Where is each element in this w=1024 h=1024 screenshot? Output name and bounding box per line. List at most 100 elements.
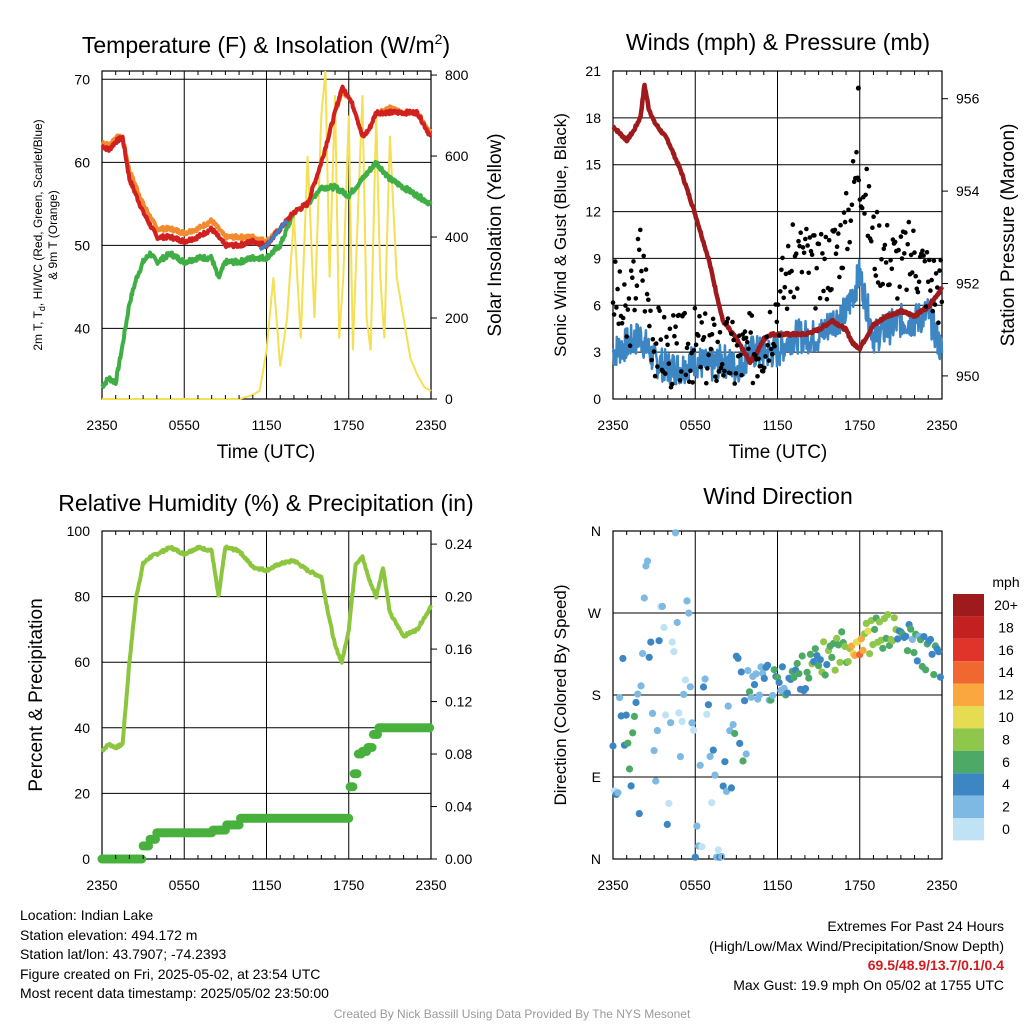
x-tick-label: 2350 (597, 877, 628, 893)
direction-point (711, 771, 719, 779)
y-tick-label: 0 (593, 391, 601, 407)
gust-point (780, 255, 785, 261)
gust-point (648, 308, 653, 314)
gust-point (733, 371, 739, 376)
gust-point (715, 339, 720, 345)
gust-point (856, 177, 862, 183)
gust-point (634, 283, 640, 289)
gust-point (731, 337, 736, 343)
gust-point (640, 278, 645, 283)
y-right-tick-label: 956 (956, 91, 980, 107)
gust-point (631, 259, 636, 264)
series-dewpoint (100, 160, 433, 389)
gust-point (911, 228, 916, 234)
gust-point (823, 234, 829, 240)
extremes-info: Extremes For Past 24 Hours (High/Low/Max… (709, 917, 1004, 995)
gust-point (758, 363, 764, 369)
y-right-tick-label: 800 (445, 67, 469, 83)
gust-point (788, 289, 793, 295)
gust-point (658, 337, 664, 342)
y-right-tick-label: 0.04 (445, 799, 472, 815)
y-tick-label: S (592, 687, 601, 703)
direction-point (810, 658, 818, 666)
direction-point (629, 729, 637, 737)
direction-point (680, 690, 688, 699)
direction-point (910, 649, 918, 657)
gust-point (615, 286, 620, 292)
temp-title: Temperature (F) & Insolation (W/m2) (82, 31, 450, 58)
direction-point (769, 691, 777, 700)
gust-point (834, 244, 840, 249)
direction-point (823, 661, 831, 669)
gust-point (843, 190, 849, 196)
gust-point (881, 246, 887, 252)
direction-point (634, 690, 642, 698)
gust-point (613, 259, 618, 264)
y-tick-label: 18 (585, 110, 601, 126)
direction-point (639, 649, 647, 658)
gust-point (664, 334, 669, 340)
direction-point (922, 666, 930, 674)
y-tick-label: 3 (593, 344, 601, 360)
y-tick-label: 40 (74, 320, 90, 336)
direction-point (752, 670, 760, 678)
gust-point (912, 250, 917, 255)
gust-point (725, 316, 731, 321)
colorbar-label: 20+ (994, 597, 1018, 613)
gust-point (749, 313, 755, 318)
y-right-tick-label: 952 (956, 276, 980, 292)
gust-point (933, 271, 939, 276)
direction-point (884, 611, 892, 619)
gust-point (647, 323, 652, 329)
gust-point (734, 343, 740, 348)
y-tick-label: W (588, 605, 602, 621)
colorbar-swatch (953, 728, 984, 751)
gust-point (915, 289, 921, 295)
gust-point (702, 311, 708, 316)
gust-point (762, 365, 767, 371)
direction-point (670, 648, 678, 656)
gust-point (807, 235, 813, 240)
gust-point (833, 251, 839, 256)
direction-point (645, 653, 653, 661)
gust-point (801, 250, 807, 256)
y-right-tick-label: 0 (445, 391, 453, 407)
gust-point (729, 331, 734, 337)
direction-point (731, 729, 739, 738)
gust-point (641, 253, 646, 259)
x-tick-label: 2350 (86, 417, 117, 433)
precip-point (348, 782, 358, 792)
x-tick-label: 2350 (926, 877, 957, 893)
dir-plot-frame (612, 530, 943, 860)
dir-ylabel-left: Direction (Colored By Speed) (551, 584, 570, 805)
x-tick-label: 1150 (251, 417, 281, 433)
direction-point (844, 658, 852, 666)
direction-point (616, 694, 624, 702)
y-tick-label: 80 (74, 589, 90, 605)
direction-point (790, 673, 798, 682)
gust-point (692, 305, 698, 311)
gust-point (838, 222, 843, 228)
gust-point (636, 247, 642, 253)
colorbar-label: 14 (998, 664, 1014, 680)
gust-point (732, 381, 737, 386)
gust-point (887, 282, 892, 287)
direction-point (667, 719, 675, 727)
direction-point (696, 761, 704, 769)
direction-point (770, 666, 778, 674)
direction-point (859, 646, 867, 655)
direction-point (831, 666, 839, 674)
gust-point (783, 271, 789, 277)
gust-point (873, 273, 879, 278)
gust-point (916, 279, 922, 285)
y-tick-label: N (591, 523, 601, 539)
rh-ylabel-left: Percent & Precipitation (26, 598, 47, 791)
colorbar-label: 0 (1002, 821, 1010, 837)
colorbar-label: 4 (1002, 776, 1010, 792)
gust-point (781, 295, 786, 301)
direction-point (811, 645, 819, 653)
gust-point (686, 379, 692, 385)
gust-point (673, 324, 678, 330)
gust-point (696, 333, 701, 338)
gust-point (903, 230, 908, 235)
